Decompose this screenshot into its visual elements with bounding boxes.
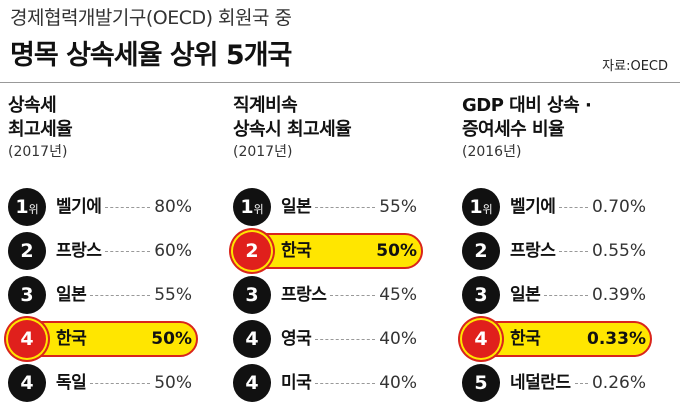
list-item: 5 네덜란드 0.26% — [462, 364, 654, 404]
rate-value: 0.39% — [591, 285, 646, 305]
list-item: 3 프랑스 45% — [233, 276, 425, 316]
column-year: (2017년) — [8, 144, 68, 160]
country-name: 프랑스 — [56, 241, 102, 261]
rank-badge: 5 — [462, 364, 500, 402]
rank-badge: 1위 — [8, 188, 46, 226]
rank-badge: 3 — [462, 276, 500, 314]
rank-badge: 1위 — [233, 188, 271, 226]
rate-value: 60% — [154, 241, 192, 261]
country-name: 한국 — [510, 329, 541, 349]
rate-value: 0.70% — [591, 197, 646, 217]
rank-badge: 3 — [8, 276, 46, 314]
country-name: 일본 — [510, 285, 541, 305]
country-name: 독일 — [56, 373, 87, 393]
list-item: 1위 벨기에 0.70% — [462, 188, 654, 228]
column-3: GDP 대비 상속 · 증여세수 비율 (2016년) 1위 벨기에 0.70% 2 프랑스 0… — [462, 94, 667, 402]
country-name: 네덜란드 — [510, 373, 571, 393]
column-heading-line1: 직계비속 — [233, 95, 298, 116]
rank-badge: 2 — [462, 232, 500, 270]
leader-dots — [330, 295, 375, 296]
rate-value: 0.26% — [591, 373, 646, 393]
highlighted-row: 4 한국 0.33% — [462, 320, 654, 360]
rate-value: 0.33% — [587, 329, 646, 349]
country-name: 일본 — [56, 285, 87, 305]
leader-dots — [105, 251, 150, 252]
rate-value: 55% — [154, 285, 192, 305]
country-name: 벨기에 — [56, 197, 102, 217]
rank-badge: 4 — [233, 364, 271, 402]
column-heading-line1: 상속세 — [8, 95, 57, 116]
rate-value: 0.55% — [591, 241, 646, 261]
rank-badge: 3 — [233, 276, 271, 314]
rate-value: 50% — [151, 329, 192, 349]
country-name: 프랑스 — [510, 241, 556, 261]
list-item: 1위 벨기에 80% — [8, 188, 200, 228]
rank-badge: 4 — [233, 320, 271, 358]
leader-dots — [90, 295, 150, 296]
leader-dots — [315, 339, 375, 340]
list-item: 4 미국 40% — [233, 364, 425, 404]
country-name: 프랑스 — [281, 285, 327, 305]
list-item: 4 독일 50% — [8, 364, 200, 404]
subtitle: 경제협력개발기구(OECD) 회원국 중 — [10, 7, 292, 29]
rate-value: 40% — [379, 329, 417, 349]
rate-value: 50% — [376, 241, 417, 261]
column-year: (2016년) — [462, 144, 522, 160]
leader-dots — [544, 295, 588, 296]
rank-badge: 2 — [8, 232, 46, 270]
leader-dots — [315, 383, 375, 384]
leader-dots — [90, 383, 150, 384]
country-name: 영국 — [281, 329, 312, 349]
leader-dots — [575, 383, 588, 384]
country-name: 일본 — [281, 197, 312, 217]
rank-badge: 4 — [462, 320, 500, 358]
list-item: 1위 일본 55% — [233, 188, 425, 228]
rank-badge: 4 — [8, 364, 46, 402]
page-title: 명목 상속세율 상위 5개국 — [10, 40, 292, 71]
rank-badge: 2 — [233, 232, 271, 270]
column-year: (2017년) — [233, 144, 293, 160]
column-heading-line1: GDP 대비 상속 · — [462, 95, 592, 116]
rate-value: 45% — [379, 285, 417, 305]
country-name: 한국 — [56, 329, 87, 349]
list-item: 3 일본 55% — [8, 276, 200, 316]
rank-badge: 1위 — [462, 188, 500, 226]
list-item: 3 일본 0.39% — [462, 276, 654, 316]
rank-badge: 4 — [8, 320, 46, 358]
leader-dots — [315, 207, 375, 208]
column-heading-line2: 증여세수 비율 — [462, 119, 565, 140]
leader-dots — [559, 251, 588, 252]
source-label: 자료:OECD — [602, 59, 668, 74]
leader-dots — [559, 207, 588, 208]
highlighted-row: 2 한국 50% — [233, 232, 425, 272]
rate-value: 50% — [154, 373, 192, 393]
country-name: 미국 — [281, 373, 312, 393]
country-name: 한국 — [281, 241, 312, 261]
header-divider — [0, 82, 680, 83]
country-name: 벨기에 — [510, 197, 556, 217]
leader-dots — [105, 207, 150, 208]
column-heading-line2: 최고세율 — [8, 119, 73, 140]
list-item: 4 영국 40% — [233, 320, 425, 360]
rate-value: 40% — [379, 373, 417, 393]
rate-value: 55% — [379, 197, 417, 217]
list-item: 2 프랑스 60% — [8, 232, 200, 272]
rate-value: 80% — [154, 197, 192, 217]
column-heading-line2: 상속시 최고세율 — [233, 119, 352, 140]
highlighted-row: 4 한국 50% — [8, 320, 200, 360]
list-item: 2 프랑스 0.55% — [462, 232, 654, 272]
